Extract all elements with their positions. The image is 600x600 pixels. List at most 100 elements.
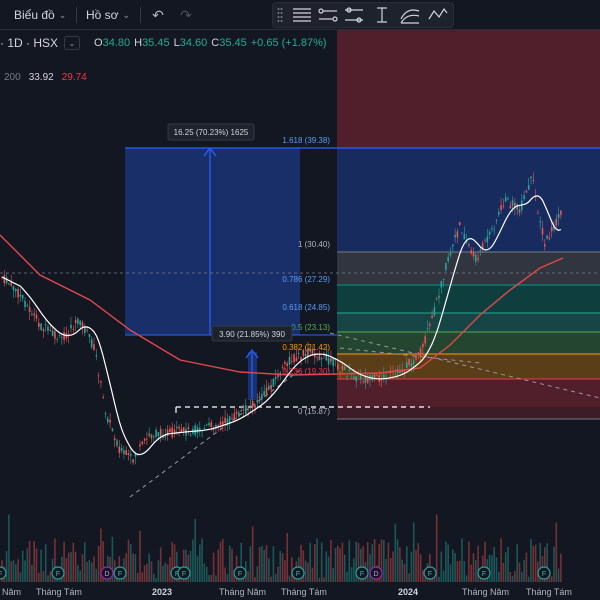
candle-body [403, 370, 406, 372]
measure-box-large[interactable] [125, 148, 300, 335]
volume-bar [449, 564, 452, 582]
candle-body [258, 396, 261, 399]
candle-body [327, 358, 330, 365]
volume-bar [339, 548, 341, 582]
volume-bar [419, 554, 422, 582]
fib-channel-icon[interactable] [399, 5, 421, 25]
event-markers[interactable]: FFDFFFFFFDFFF [0, 566, 551, 580]
price-chart[interactable]: 1.618 (39.38) 1 (30.40) 0.786 (27.29) 0.… [0, 30, 600, 584]
candle-body [410, 363, 413, 367]
volume-bar [546, 543, 548, 582]
volume-bar [491, 555, 493, 582]
profile-menu-button[interactable]: Hồ sơ ⌄ [86, 6, 130, 24]
volume-bar [360, 548, 362, 582]
volume-bar [330, 539, 332, 582]
candle-body [74, 319, 77, 324]
earnings-marker-icon[interactable] [233, 566, 247, 580]
arrow-up-icon [203, 147, 217, 157]
volume-bar [194, 518, 196, 582]
earnings-marker-icon[interactable] [355, 566, 369, 580]
candle-body [141, 441, 144, 445]
volume-bar [493, 547, 495, 582]
path-tool-2-icon[interactable] [343, 5, 365, 25]
fib-band-618 [337, 313, 600, 332]
candle-body [97, 375, 100, 377]
earnings-marker-icon[interactable] [423, 566, 437, 580]
candle-body [325, 353, 328, 361]
candle-body [254, 405, 256, 408]
low-label: L [173, 37, 180, 49]
candle-body [95, 355, 98, 357]
candle-body [493, 229, 495, 231]
drag-handle-icon[interactable] [277, 7, 283, 23]
candle-body [93, 344, 95, 351]
volume-bar [72, 542, 75, 582]
volume-bar [261, 546, 263, 582]
candle-body [433, 307, 436, 316]
volume-bar [355, 541, 357, 582]
volume-bar [477, 545, 479, 582]
volume-bar [192, 539, 194, 582]
earnings-marker-icon[interactable] [0, 566, 7, 580]
volume-bar [371, 544, 374, 582]
volume-bar [495, 557, 498, 582]
candle-body [224, 417, 226, 424]
chart-menu-button[interactable]: Biểu đồ ⌄ [14, 6, 66, 24]
candle-body [143, 438, 146, 441]
volume-bar [394, 523, 397, 582]
candle-body [389, 371, 392, 373]
fib-label-786: 0.786 (27.29) [282, 275, 330, 284]
volume-bar [518, 562, 521, 582]
symbol-name[interactable]: · 1D · HSX [0, 36, 59, 50]
xaxis-label: Tháng Năm [462, 587, 510, 597]
candle-body [265, 387, 268, 395]
candle-body [468, 244, 470, 246]
pattern-tool-icon[interactable] [427, 5, 449, 25]
candle-body [426, 328, 429, 330]
volume-bar [389, 558, 392, 582]
candle-body [364, 375, 367, 383]
redo-icon[interactable]: ↷ [180, 6, 192, 23]
event-marker-label: F [238, 571, 242, 578]
fib-retracement-icon[interactable] [291, 5, 313, 25]
fib-retracement-drawing[interactable] [337, 30, 600, 419]
candle-body [461, 232, 463, 234]
volume-bar [173, 544, 176, 582]
path-tool-icon[interactable] [317, 5, 339, 25]
volume-bar [263, 549, 265, 582]
chevron-down-icon[interactable]: ⌄ [64, 36, 81, 50]
candle-body [527, 185, 530, 190]
candle-body [251, 400, 254, 408]
volume-bar [406, 546, 408, 582]
dividend-marker-icon[interactable] [100, 566, 114, 580]
candle-body [228, 416, 231, 424]
candle-body [15, 289, 17, 292]
candle-body [173, 429, 176, 435]
volume-bar [143, 565, 146, 582]
earnings-marker-icon[interactable] [113, 566, 127, 580]
time-axis[interactable]: Năm Tháng Tám 2023 Tháng Năm Tháng Tám 2… [0, 584, 600, 600]
candle-body [176, 426, 178, 429]
volume-bar [284, 560, 286, 582]
candle-body [56, 339, 58, 341]
candle-body [353, 376, 355, 380]
volume-bar [323, 577, 325, 582]
volume-bar [148, 553, 150, 582]
candle-body [286, 363, 288, 366]
candle-body [484, 239, 486, 241]
earnings-marker-icon[interactable] [291, 566, 305, 580]
volume-bar [67, 552, 70, 582]
volume-bar [47, 575, 49, 582]
vertical-text-icon[interactable] [371, 5, 393, 25]
dividend-marker-icon[interactable] [369, 566, 383, 580]
candle-body [307, 348, 309, 358]
candle-body [210, 422, 213, 428]
earnings-marker-icon[interactable] [177, 566, 191, 580]
undo-icon[interactable]: ↶ [152, 6, 164, 23]
candle-body [242, 409, 245, 411]
earnings-marker-icon[interactable] [537, 566, 551, 580]
earnings-marker-icon[interactable] [477, 566, 491, 580]
candle-body [532, 180, 535, 181]
earnings-marker-icon[interactable] [51, 566, 65, 580]
candle-body [348, 370, 351, 371]
